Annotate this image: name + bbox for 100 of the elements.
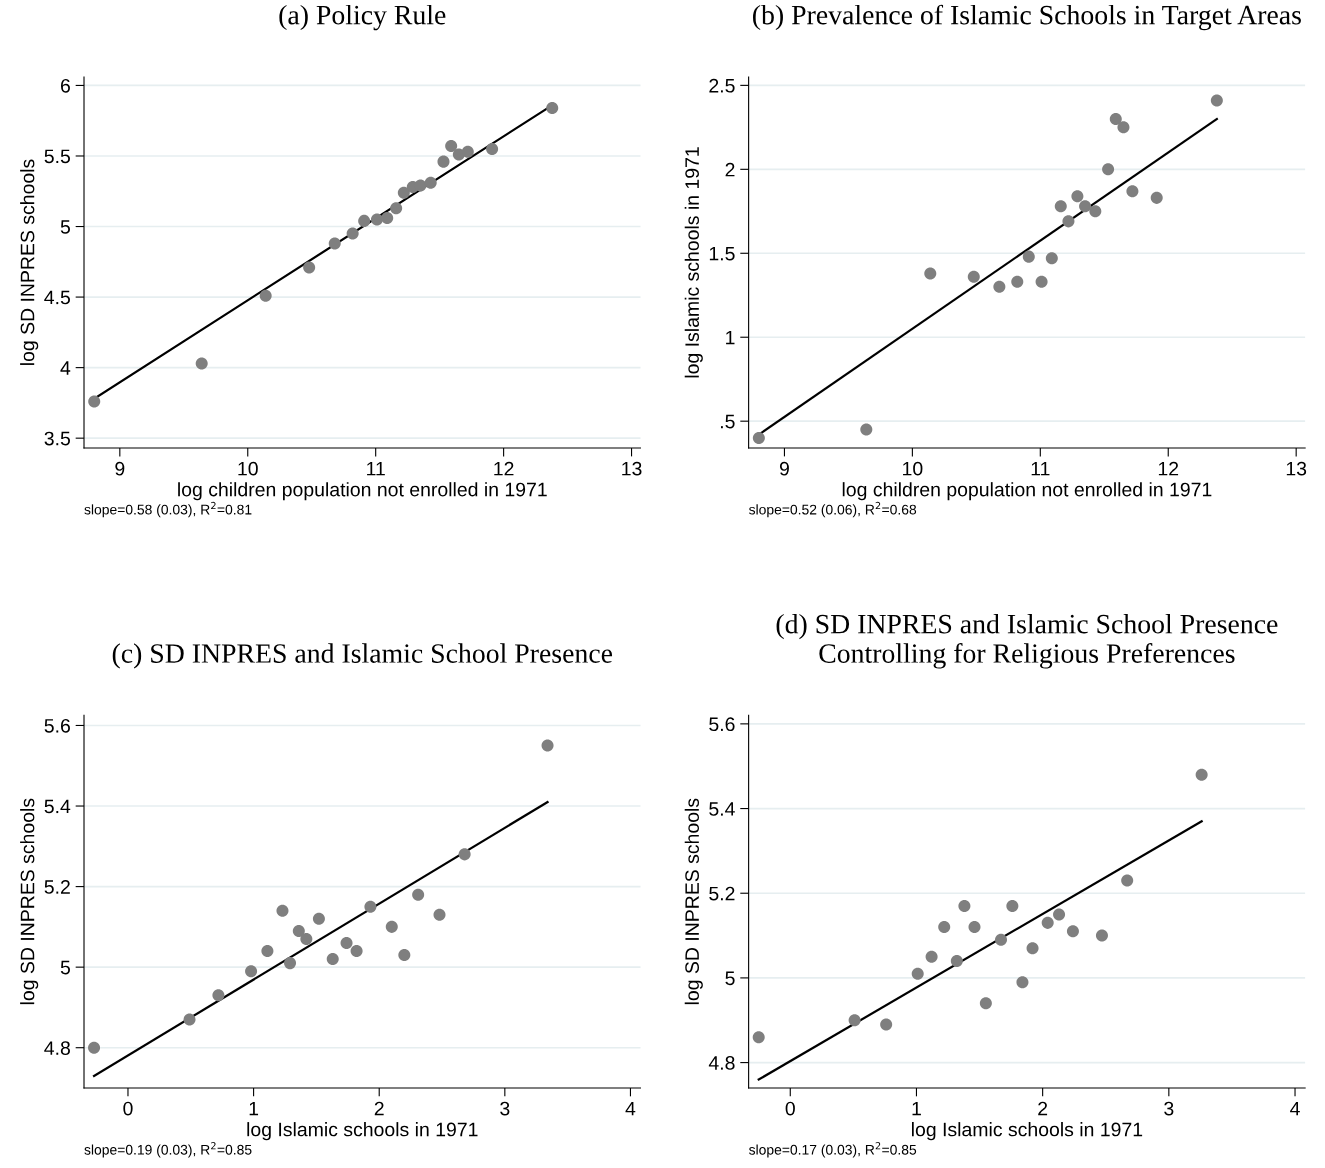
point <box>1095 929 1108 942</box>
point <box>414 179 427 192</box>
y-tick-label: 1 <box>726 330 735 345</box>
point <box>1045 252 1058 265</box>
point <box>880 1018 893 1031</box>
y-tick-label: 5.4 <box>709 802 735 816</box>
point <box>88 1041 101 1054</box>
point <box>312 912 325 925</box>
y-tick-label: 2 <box>725 162 735 177</box>
point <box>486 142 499 155</box>
point <box>88 395 101 408</box>
point <box>1102 163 1115 176</box>
y-tick-label: 5.5 <box>44 149 70 164</box>
x-axis-title: log children population not enrolled in 1971 <box>178 482 547 501</box>
point <box>1117 121 1130 134</box>
point <box>1026 942 1039 955</box>
x-axis-title: log Islamic schools in 1971 <box>247 1122 478 1141</box>
point <box>340 936 353 949</box>
y-tick-label: 5.6 <box>709 717 735 732</box>
point <box>300 932 313 945</box>
point <box>1053 908 1066 921</box>
point <box>1121 874 1134 887</box>
point <box>1066 925 1079 938</box>
point <box>1054 200 1067 213</box>
point <box>958 899 971 912</box>
point <box>938 921 951 934</box>
x-tick-label: 3 <box>500 1101 510 1116</box>
point <box>303 261 316 274</box>
point <box>437 155 450 168</box>
point <box>752 431 765 444</box>
text: slope=0.19 (0.03), R$^{2}$=0.85 <box>84 1142 252 1158</box>
point <box>183 1013 196 1026</box>
point <box>385 920 398 933</box>
x-tick-label: 3 <box>1164 1101 1174 1116</box>
chart-title: (a) Policy Rule <box>279 4 446 31</box>
point <box>292 924 305 937</box>
point <box>276 904 289 917</box>
point <box>397 186 410 199</box>
point <box>1035 275 1048 288</box>
point <box>445 140 458 153</box>
point <box>1062 215 1075 228</box>
y-tick-label: 5 <box>725 971 735 986</box>
text: slope=0.58 (0.03), R$^{2}$=0.81 <box>84 501 252 518</box>
point <box>967 270 980 283</box>
point <box>328 237 341 250</box>
x-tick-label: 11 <box>1031 461 1050 476</box>
y-tick-label: 5.6 <box>44 718 70 733</box>
text: slope=0.52 (0.06), R$^{2}$=0.68 <box>749 501 917 518</box>
x-tick-label: 4 <box>625 1101 636 1116</box>
x-tick-label: 12 <box>1158 461 1179 476</box>
point <box>848 1014 861 1027</box>
point <box>1071 190 1084 203</box>
x-tick-label: 2 <box>374 1101 384 1116</box>
y-tick-label: 3.5 <box>44 431 70 446</box>
y-tick-label: 5 <box>60 960 70 975</box>
point <box>1195 768 1208 781</box>
x-tick-label: 10 <box>903 461 923 476</box>
y-tick-label: 5.2 <box>44 880 70 894</box>
point <box>1022 250 1035 263</box>
point <box>390 202 403 215</box>
point <box>752 1031 765 1044</box>
point <box>212 989 225 1002</box>
y-tick-label: 4 <box>60 361 71 375</box>
point <box>461 145 474 158</box>
point <box>1079 200 1092 213</box>
point <box>993 280 1006 293</box>
point <box>546 102 559 115</box>
point <box>284 957 297 970</box>
point <box>458 848 471 861</box>
x-tick-label: 13 <box>1286 461 1307 476</box>
x-tick-label: 10 <box>238 461 258 476</box>
point <box>541 739 554 752</box>
point <box>1016 976 1029 989</box>
point <box>358 214 371 227</box>
x-tick-label: 11 <box>367 461 385 476</box>
point <box>1006 899 1019 912</box>
y-tick-label: 5 <box>60 220 70 234</box>
x-tick-label: 0 <box>785 1101 795 1116</box>
point <box>412 888 425 901</box>
point <box>245 965 258 978</box>
y-tick-label: 2.5 <box>709 78 735 93</box>
point <box>424 176 437 189</box>
point <box>259 289 272 302</box>
point <box>1041 916 1054 929</box>
x-axis-title: log children population not enrolled in 1971 <box>842 482 1212 501</box>
chart-title: (b) Prevalence of Islamic Schools in Target Areas <box>753 4 1301 31</box>
point <box>381 212 394 225</box>
y-axis-title: log SD INPRES schools <box>20 159 39 365</box>
point <box>860 423 873 436</box>
point <box>1210 94 1223 107</box>
point <box>925 950 938 963</box>
point <box>1150 191 1163 204</box>
y-axis-title: log Islamic schools in 1971 <box>684 147 703 378</box>
chart-title: (c) SD INPRES and Islamic School Presence <box>112 643 613 669</box>
y-tick-label: 5.2 <box>709 886 735 901</box>
point <box>195 357 208 370</box>
x-tick-label: 12 <box>494 461 514 476</box>
chart-title: (d) SD INPRES and Islamic School Presence Controlling for Religious Preferences <box>776 613 1278 669</box>
x-tick-label: 2 <box>1038 1101 1048 1116</box>
x-tick-label: 9 <box>779 461 789 476</box>
